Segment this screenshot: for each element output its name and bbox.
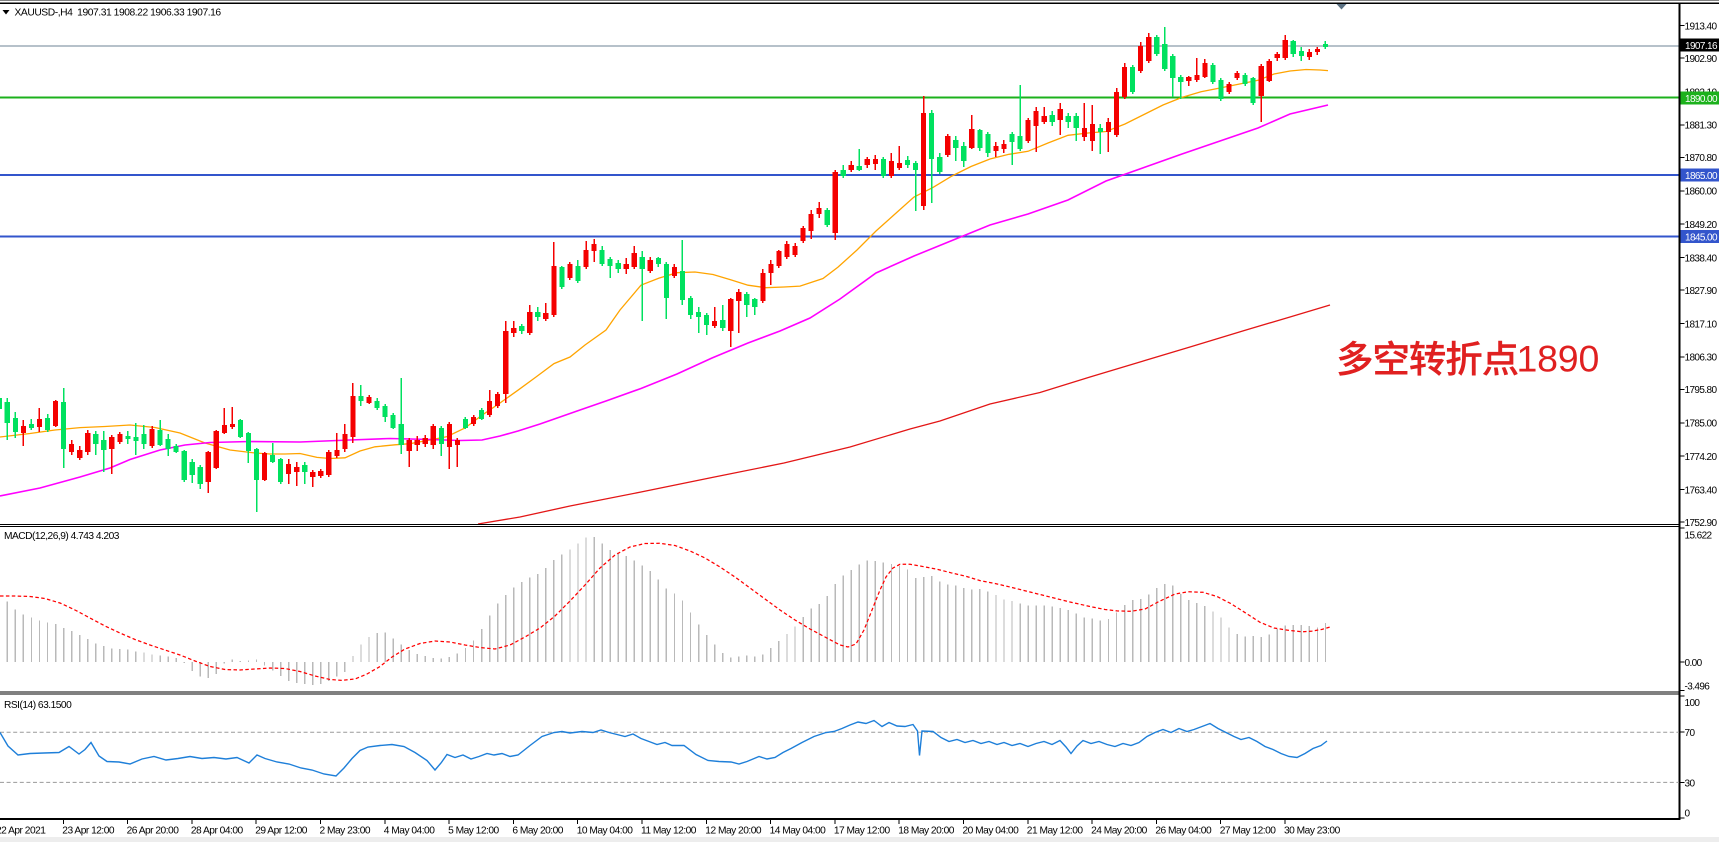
svg-text:28 Apr 04:00: 28 Apr 04:00: [191, 826, 244, 837]
svg-text:22 Apr 2021: 22 Apr 2021: [0, 826, 46, 837]
svg-text:12 May 20:00: 12 May 20:00: [705, 826, 762, 837]
svg-text:15.622: 15.622: [1685, 531, 1713, 542]
svg-text:24 May 20:00: 24 May 20:00: [1091, 826, 1148, 837]
svg-text:1806.30: 1806.30: [1685, 353, 1718, 364]
svg-text:20 May 04:00: 20 May 04:00: [963, 826, 1020, 837]
svg-text:1881.30: 1881.30: [1685, 121, 1718, 132]
svg-text:4 May 04:00: 4 May 04:00: [384, 826, 435, 837]
svg-text:1827.90: 1827.90: [1685, 286, 1718, 297]
svg-text:1913.40: 1913.40: [1685, 21, 1718, 32]
svg-text:1817.10: 1817.10: [1685, 319, 1718, 330]
svg-text:1860.00: 1860.00: [1685, 187, 1718, 198]
svg-text:1845.00: 1845.00: [1685, 232, 1718, 243]
svg-text:0.00: 0.00: [1685, 658, 1703, 669]
svg-text:14 May 04:00: 14 May 04:00: [770, 826, 827, 837]
svg-text:26 May 04:00: 26 May 04:00: [1155, 826, 1212, 837]
svg-text:1902.90: 1902.90: [1685, 54, 1718, 65]
svg-text:1870.80: 1870.80: [1685, 153, 1718, 164]
svg-text:RSI(14) 63.1500: RSI(14) 63.1500: [4, 700, 72, 711]
svg-text:26 Apr 20:00: 26 Apr 20:00: [127, 826, 180, 837]
svg-text:5 May 12:00: 5 May 12:00: [448, 826, 499, 837]
svg-text:1785.00: 1785.00: [1685, 419, 1718, 430]
svg-text:MACD(12,26,9) 4.743 4.203: MACD(12,26,9) 4.743 4.203: [4, 531, 120, 542]
svg-text:29 Apr 12:00: 29 Apr 12:00: [255, 826, 308, 837]
svg-text:1838.40: 1838.40: [1685, 253, 1718, 264]
svg-text:18 May 20:00: 18 May 20:00: [898, 826, 955, 837]
svg-text:1752.90: 1752.90: [1685, 518, 1718, 529]
svg-text:70: 70: [1685, 728, 1696, 739]
svg-text:11 May 12:00: 11 May 12:00: [641, 826, 697, 837]
svg-text:30 May 23:00: 30 May 23:00: [1284, 826, 1341, 837]
svg-text:1763.40: 1763.40: [1685, 485, 1718, 496]
svg-text:100: 100: [1685, 698, 1701, 709]
svg-text:30: 30: [1685, 778, 1696, 789]
svg-text:27 May 12:00: 27 May 12:00: [1220, 826, 1277, 837]
svg-text:XAUUSD-,H4 1907.31 1908.22 19: XAUUSD-,H4 1907.31 1908.22 1906.33 1907.…: [15, 8, 222, 19]
svg-text:21 May 12:00: 21 May 12:00: [1027, 826, 1084, 837]
svg-text:1849.20: 1849.20: [1685, 220, 1718, 231]
svg-text:23 Apr 12:00: 23 Apr 12:00: [62, 826, 115, 837]
svg-text:1890.00: 1890.00: [1685, 94, 1718, 105]
svg-text:-3.496: -3.496: [1685, 682, 1711, 693]
svg-text:6 May 20:00: 6 May 20:00: [512, 826, 563, 837]
svg-text:1865.00: 1865.00: [1685, 171, 1718, 182]
svg-text:1795.80: 1795.80: [1685, 385, 1718, 396]
svg-text:1907.16: 1907.16: [1685, 41, 1718, 52]
svg-text:2 May 23:00: 2 May 23:00: [320, 826, 371, 837]
svg-text:10 May 04:00: 10 May 04:00: [577, 826, 634, 837]
svg-text:17 May 12:00: 17 May 12:00: [834, 826, 891, 837]
svg-text:0: 0: [1685, 809, 1691, 820]
svg-text:1774.20: 1774.20: [1685, 452, 1718, 463]
svg-text:1890: 1890: [1517, 338, 1600, 380]
